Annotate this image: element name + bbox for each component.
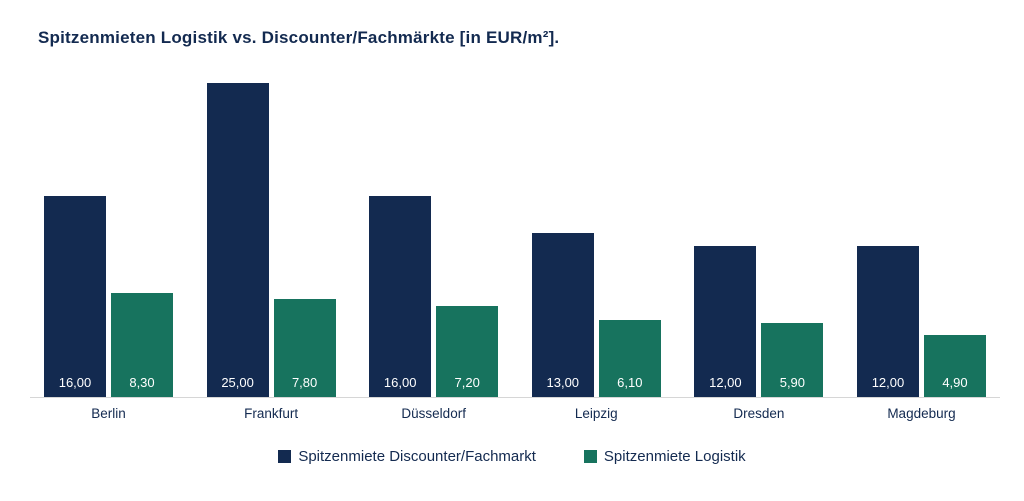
legend-item-logistik: Spitzenmiete Logistik — [583, 448, 746, 465]
legend-item-discounter: Spitzenmiete Discounter/Fachmarkt — [278, 448, 536, 465]
bar-groups: 16,00 8,30 25,00 7,80 16,00 7,20 13,00 6,10 12,0… — [30, 70, 1000, 397]
category-label: Leipzig — [574, 406, 618, 421]
legend-label-discounter: Spitzenmiete Discounter/Fachmarkt — [298, 448, 536, 465]
bar-group: 16,00 8,30 — [44, 196, 173, 397]
category-label: Berlin — [91, 406, 126, 421]
bar-group: 12,00 5,90 — [694, 246, 824, 397]
bar-logistik: 6,10 — [598, 320, 661, 397]
bar-group: 12,00 4,90 — [856, 246, 986, 397]
bar-value-label: 7,20 — [454, 375, 480, 390]
bar-discounter: 25,00 — [206, 83, 269, 397]
bar-logistik: 8,30 — [111, 293, 173, 397]
bar-value-label: 4,90 — [942, 375, 968, 390]
bar-value-label: 12,00 — [871, 375, 905, 390]
legend-swatch-discounter — [278, 450, 292, 463]
legend-label-logistik: Spitzenmiete Logistik — [603, 448, 746, 465]
category-label: Magdeburg — [887, 406, 956, 421]
bar-logistik: 5,90 — [761, 323, 824, 397]
legend: Spitzenmiete Discounter/Fachmarkt Spitze… — [0, 448, 1024, 465]
bar-discounter: 12,00 — [856, 246, 919, 397]
bar-value-label: 16,00 — [58, 375, 92, 390]
legend-swatch-logistik — [583, 450, 597, 463]
bar-discounter: 12,00 — [694, 246, 757, 397]
category-label: Frankfurt — [244, 406, 299, 421]
category-labels: Berlin Frankfurt Düsseldorf Leipzig Dresden M… — [30, 406, 1000, 421]
bar-discounter: 13,00 — [531, 233, 594, 397]
bar-value-label: 5,90 — [779, 375, 806, 390]
bar-discounter: 16,00 — [44, 196, 106, 397]
bar-group: 25,00 7,80 — [206, 83, 336, 397]
bar-discounter: 16,00 — [369, 196, 432, 397]
bar-value-label: 7,80 — [291, 375, 318, 390]
category-label: Dresden — [733, 406, 785, 421]
bar-logistik: 7,80 — [273, 299, 336, 397]
bar-logistik: 7,20 — [436, 306, 499, 397]
plot-area: 16,00 8,30 25,00 7,80 16,00 7,20 13,00 6,10 12,0… — [30, 70, 1000, 398]
bar-value-label: 16,00 — [383, 375, 417, 390]
category-label: Düsseldorf — [401, 406, 466, 421]
bar-value-label: 6,10 — [617, 375, 643, 390]
bar-value-label: 12,00 — [709, 375, 742, 390]
bar-value-label: 25,00 — [221, 375, 254, 390]
x-axis-line — [30, 397, 1000, 398]
bar-logistik: 4,90 — [923, 335, 986, 397]
bar-group: 16,00 7,20 — [369, 196, 499, 397]
bar-value-label: 13,00 — [546, 375, 580, 390]
chart-title: Spitzenmieten Logistik vs. Discounter/Fa… — [38, 28, 560, 47]
bar-group: 13,00 6,10 — [531, 233, 661, 397]
bar-value-label: 8,30 — [129, 375, 155, 390]
